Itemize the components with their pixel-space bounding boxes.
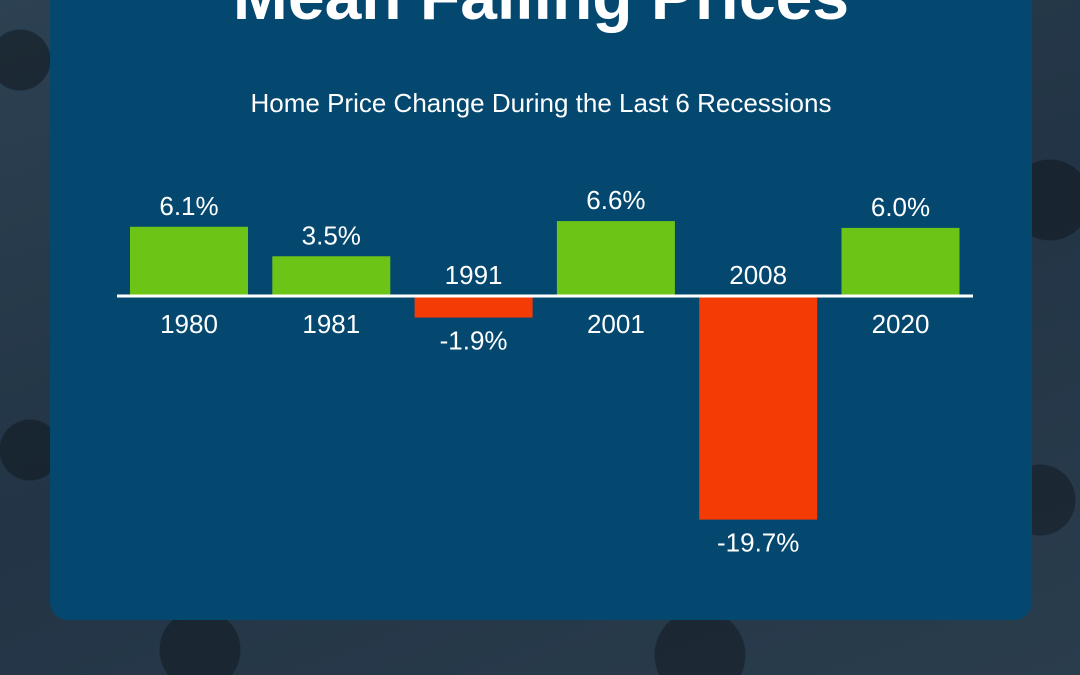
bar — [699, 296, 818, 520]
category-label: 1991 — [445, 260, 503, 290]
bar — [841, 227, 960, 296]
value-label: 6.1% — [159, 191, 218, 221]
value-label: 3.5% — [302, 220, 361, 250]
value-label: -1.9% — [440, 326, 508, 356]
page-title: Mean Falling Prices — [50, 0, 1032, 36]
value-label: 6.0% — [871, 192, 930, 222]
category-label: 2020 — [872, 309, 930, 339]
chart-card — [50, 0, 1032, 620]
bar — [556, 221, 675, 296]
value-label: -19.7% — [717, 528, 799, 558]
category-label: 2008 — [729, 260, 787, 290]
category-label: 1981 — [302, 309, 360, 339]
category-label: 2001 — [587, 309, 645, 339]
bar — [272, 256, 391, 296]
value-label: 6.6% — [586, 185, 645, 215]
bar — [130, 226, 248, 296]
bar — [414, 296, 533, 318]
chart-subtitle: Home Price Change During the Last 6 Rece… — [250, 88, 832, 118]
category-label: 1980 — [160, 309, 218, 339]
